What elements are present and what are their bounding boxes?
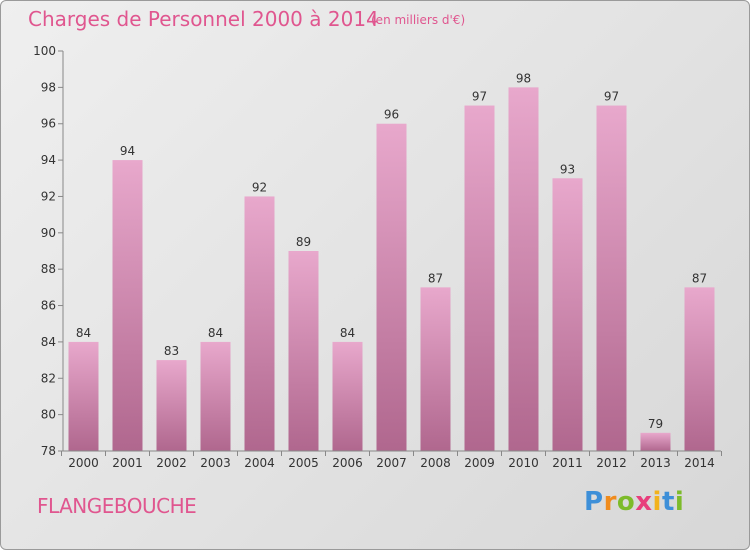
data-label: 97: [604, 90, 619, 104]
x-axis: 2000 2001 2002 2003 2004 2005 2006 2007 2008 2009…: [61, 450, 722, 470]
data-label: 83: [164, 344, 179, 358]
bar: [640, 432, 671, 451]
bar: [112, 160, 143, 451]
data-label: 89: [296, 235, 311, 249]
data-label: 93: [560, 162, 575, 176]
bar: [244, 196, 275, 451]
bar: [596, 105, 627, 451]
x-tick-label: 2002: [156, 456, 187, 470]
proxiti-logo: Proxiti: [584, 487, 684, 517]
data-label: 87: [428, 271, 443, 285]
x-tick-label: 2005: [288, 456, 319, 470]
logo-letter: P: [584, 487, 604, 517]
bar: [420, 287, 451, 451]
x-tick-label: 2003: [200, 456, 231, 470]
logo-letter: o: [616, 487, 636, 517]
x-tick-label: 2011: [552, 456, 583, 470]
bar: [508, 87, 539, 451]
chart-title: Charges de Personnel 2000 à 2014: [28, 7, 379, 31]
x-tick-label: 2008: [420, 456, 451, 470]
bar: [68, 341, 99, 451]
y-tick-label: 90: [41, 226, 56, 240]
data-label: 94: [120, 144, 135, 158]
place-name: FLANGEBOUCHE: [37, 494, 197, 518]
x-tick-label: 2009: [464, 456, 495, 470]
y-tick-label: 94: [41, 153, 56, 167]
data-label: 98: [516, 71, 531, 85]
x-tick-label: 2013: [640, 456, 671, 470]
x-tick-label: 2000: [68, 456, 99, 470]
bar: [376, 123, 407, 452]
y-tick-label: 100: [33, 44, 56, 58]
bar: [464, 105, 495, 451]
x-tick-label: 2014: [684, 456, 715, 470]
x-tick-label: 2001: [112, 456, 143, 470]
y-tick-label: 92: [41, 189, 56, 203]
logo-letter: i: [652, 487, 662, 517]
y-tick-label: 86: [41, 299, 56, 313]
y-tick-label: 84: [41, 335, 56, 349]
y-tick-label: 78: [41, 444, 56, 458]
y-tick-label: 88: [41, 262, 56, 276]
data-label: 84: [340, 326, 355, 340]
bar: [200, 341, 231, 451]
logo-letter: r: [603, 487, 617, 517]
bar: [332, 341, 363, 451]
data-label: 87: [692, 271, 707, 285]
bar: [552, 178, 583, 452]
data-label: 96: [384, 108, 399, 122]
data-label: 92: [252, 180, 267, 194]
x-tick-label: 2012: [596, 456, 627, 470]
x-tick-label: 2004: [244, 456, 275, 470]
bar: [288, 251, 319, 451]
data-label: 79: [648, 417, 663, 431]
logo-letter: i: [674, 487, 685, 517]
bars: 84 94 83 84 92 89 84 96 87 97 98 93 97 79 87: [68, 71, 715, 452]
data-label: 84: [76, 326, 91, 340]
chart-subtitle: (en milliers d'€): [371, 13, 466, 27]
y-tick-label: 80: [41, 408, 56, 422]
bar: [684, 287, 715, 451]
y-tick-label: 82: [41, 371, 56, 385]
logo-letter: t: [661, 487, 675, 517]
logo-letter: x: [635, 487, 653, 517]
y-tick-label: 98: [41, 80, 56, 94]
x-tick-label: 2007: [376, 456, 407, 470]
data-label: 84: [208, 326, 223, 340]
y-axis: 78 80 82 84 86 88 90 92 94 96 98 100: [33, 44, 64, 458]
x-tick-label: 2006: [332, 456, 363, 470]
bar: [156, 360, 187, 451]
data-label: 97: [472, 90, 487, 104]
y-tick-label: 96: [41, 117, 56, 131]
x-tick-label: 2010: [508, 456, 539, 470]
